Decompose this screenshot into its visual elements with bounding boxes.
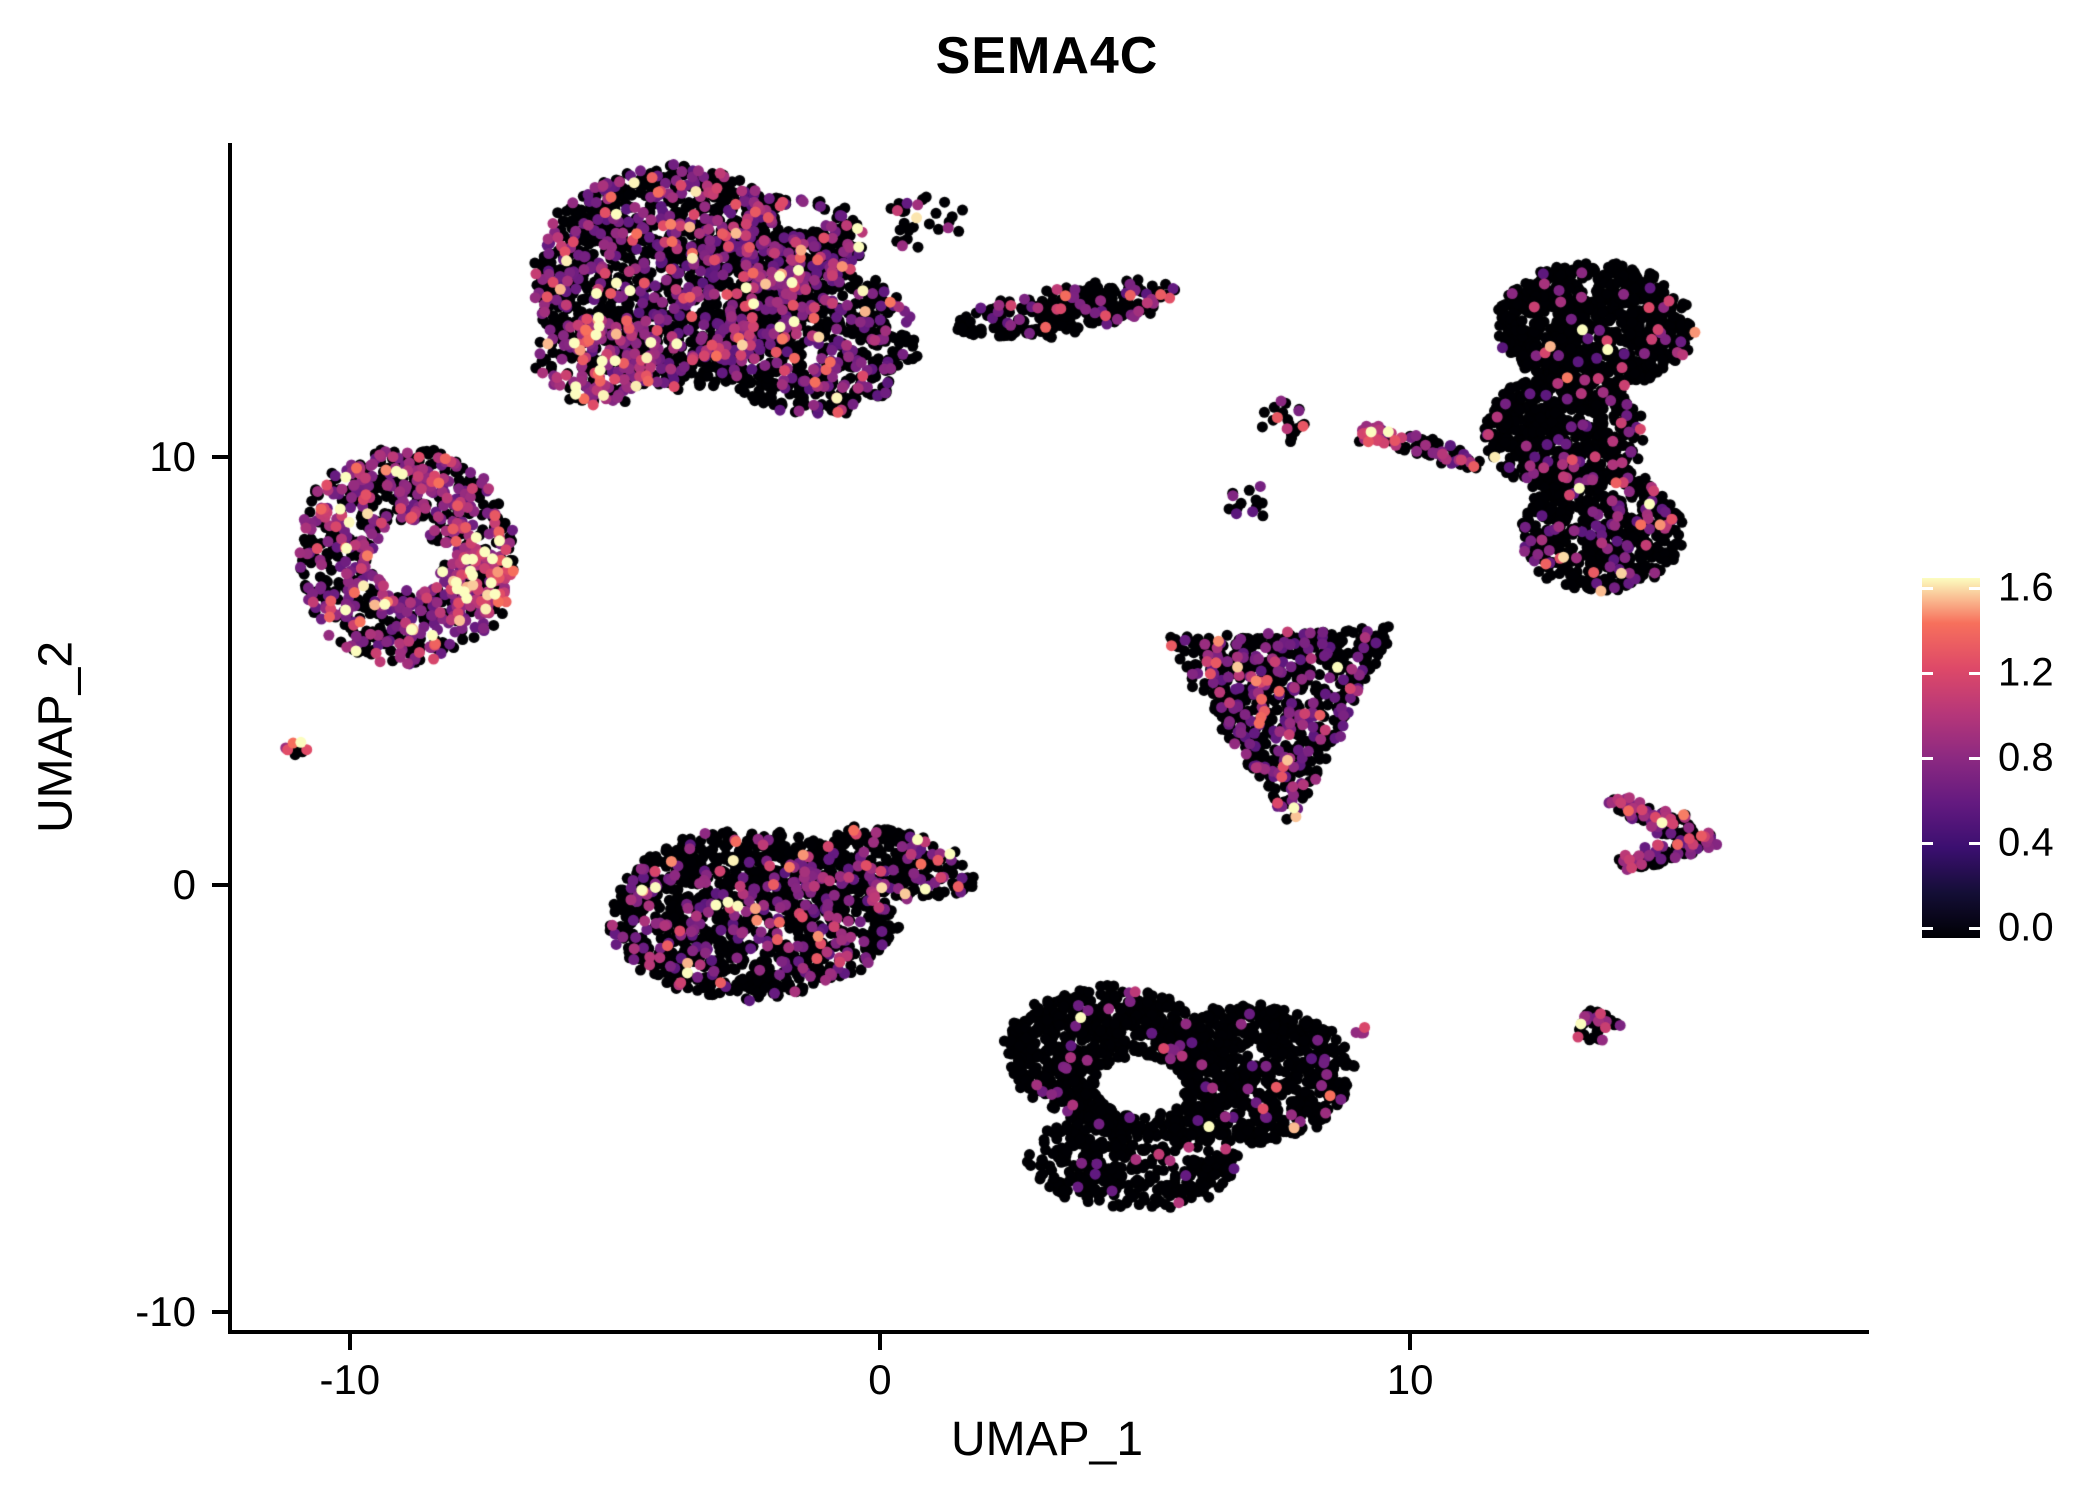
x-axis-title: UMAP_1	[950, 1413, 1144, 1466]
colorbar-tick-mark	[1969, 671, 1980, 675]
y-axis-line	[228, 143, 232, 1334]
y-tick-label: -10	[135, 1288, 196, 1336]
x-tick-label: 0	[868, 1356, 892, 1403]
y-tick-mark	[212, 455, 228, 460]
colorbar-tick-mark	[1922, 841, 1933, 845]
colorbar-tick-mark	[1969, 756, 1980, 760]
colorbar-tick-mark	[1922, 586, 1933, 590]
x-axis-line	[228, 1330, 1869, 1334]
y-axis-title: UMAP_2	[29, 640, 83, 834]
colorbar-tick-label: 1.6	[1998, 565, 2054, 610]
colorbar-tick-label: 0.8	[1998, 735, 2054, 780]
y-tick-label: 10	[149, 433, 196, 481]
y-tick-mark	[212, 1310, 228, 1315]
colorbar-tick-mark	[1969, 926, 1980, 930]
x-tick-label: 10	[1386, 1356, 1434, 1403]
colorbar-tick-mark	[1922, 756, 1933, 760]
plot-title: SEMA4C	[935, 27, 1159, 85]
colorbar-tick-mark	[1922, 926, 1933, 930]
colorbar-tick-label: 1.2	[1998, 650, 2054, 695]
colorbar-tick-label: 0.4	[1998, 820, 2054, 865]
y-tick-mark	[212, 882, 228, 887]
x-tick-mark	[1408, 1334, 1413, 1350]
x-tick-mark	[347, 1334, 352, 1350]
colorbar-tick-label: 0.0	[1998, 905, 2054, 950]
x-tick-mark	[877, 1334, 882, 1350]
colorbar-tick-mark	[1969, 586, 1980, 590]
colorbar-tick-mark	[1969, 841, 1980, 845]
x-tick-label: -10	[319, 1356, 381, 1403]
y-tick-label: 0	[172, 860, 196, 908]
colorbar-tick-mark	[1922, 671, 1933, 675]
